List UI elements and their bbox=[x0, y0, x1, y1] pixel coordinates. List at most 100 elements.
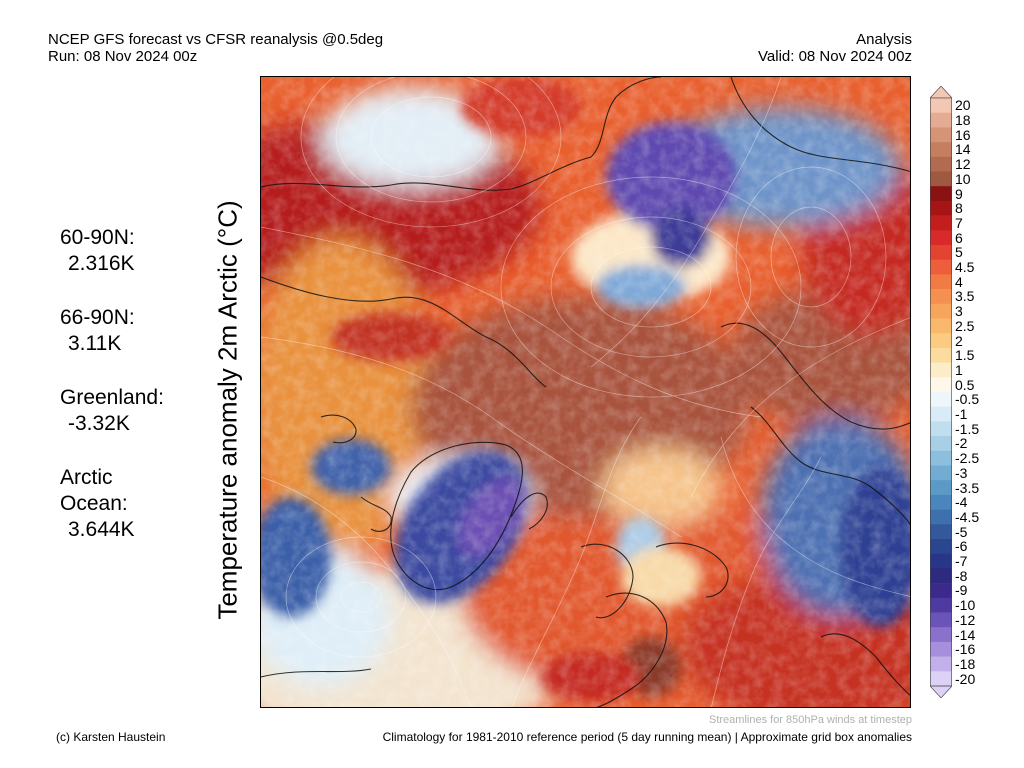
valid-time: Valid: 08 Nov 2024 00z bbox=[758, 48, 912, 65]
colorbar-label: -16 bbox=[955, 641, 976, 658]
stat-label: 60-90N: bbox=[60, 226, 135, 249]
colorbar-swatch bbox=[930, 303, 952, 319]
stat-value: 3.11K bbox=[68, 332, 122, 355]
colorbar-label: 14 bbox=[955, 141, 971, 158]
colorbar-swatch bbox=[930, 553, 952, 569]
stat-value: -3.32K bbox=[68, 412, 130, 435]
stat-66-90n: 66-90N: 3.11K bbox=[60, 305, 200, 357]
colorbar-label: 2.5 bbox=[955, 317, 975, 334]
colorbar-label: 3 bbox=[955, 303, 963, 320]
colorbar-label: 2 bbox=[955, 332, 963, 349]
streamline-note: Streamlines for 850hPa winds at timestep bbox=[709, 714, 912, 726]
stat-label: 66-90N: bbox=[60, 306, 135, 329]
colorbar-swatch bbox=[930, 259, 952, 275]
colorbar-swatch bbox=[930, 421, 952, 437]
colorbar-swatch bbox=[930, 465, 952, 481]
region-stats: 60-90N: 2.316K 66-90N: 3.11K Greenland: … bbox=[60, 225, 200, 571]
colorbar-swatch bbox=[930, 215, 952, 231]
stat-value: 2.316K bbox=[68, 252, 135, 275]
colorbar-swatch bbox=[930, 127, 952, 143]
stat-label: Greenland: bbox=[60, 386, 164, 409]
colorbar-swatch bbox=[930, 274, 952, 290]
colorbar-swatch bbox=[930, 480, 952, 496]
colorbar bbox=[930, 86, 952, 698]
colorbar-swatch bbox=[930, 524, 952, 540]
colorbar-swatch bbox=[930, 230, 952, 246]
colorbar-swatch bbox=[930, 186, 952, 202]
colorbar-swatch bbox=[930, 377, 952, 393]
coastlines bbox=[261, 77, 910, 707]
colorbar-min-arrow bbox=[930, 685, 952, 698]
colorbar-label: 20 bbox=[955, 97, 971, 114]
run-time: Run: 08 Nov 2024 00z bbox=[48, 48, 198, 65]
colorbar-label: 12 bbox=[955, 156, 971, 173]
colorbar-swatch bbox=[930, 406, 952, 422]
colorbar-swatch bbox=[930, 142, 952, 158]
colorbar-label: -4 bbox=[955, 494, 968, 511]
colorbar-label: 5 bbox=[955, 244, 963, 261]
colorbar-swatch bbox=[930, 98, 952, 113]
colorbar-swatch bbox=[930, 494, 952, 510]
chart-title: NCEP GFS forecast vs CFSR reanalysis @0.… bbox=[48, 31, 384, 48]
header-right: Analysis Valid: 08 Nov 2024 00z bbox=[758, 31, 912, 65]
colorbar-swatch bbox=[930, 627, 952, 643]
colorbar-label: 6 bbox=[955, 229, 963, 246]
colorbar-max-arrow bbox=[930, 86, 952, 99]
colorbar-swatch bbox=[930, 392, 952, 407]
colorbar-swatch bbox=[930, 436, 952, 452]
colorbar-swatch bbox=[930, 450, 952, 466]
colorbar-label: 10 bbox=[955, 170, 971, 187]
colorbar-label: 1 bbox=[955, 361, 963, 378]
colorbar-swatch bbox=[930, 156, 952, 172]
colorbar-swatch bbox=[930, 347, 952, 363]
colorbar-swatch bbox=[930, 583, 952, 599]
vertical-title: Temperature anomaly 2m Arctic (°C) bbox=[212, 200, 243, 620]
colorbar-label: 4.5 bbox=[955, 259, 975, 276]
colorbar-swatch bbox=[930, 568, 952, 584]
colorbar-frame bbox=[930, 97, 952, 687]
map-canvas bbox=[261, 77, 910, 707]
colorbar-label: 9 bbox=[955, 185, 963, 202]
colorbar-label: 7 bbox=[955, 214, 963, 231]
colorbar-label: -9 bbox=[955, 582, 968, 599]
colorbar-label: -20 bbox=[955, 670, 976, 687]
colorbar-swatch bbox=[930, 539, 952, 554]
colorbar-label: -12 bbox=[955, 611, 976, 628]
colorbar-label: 3.5 bbox=[955, 288, 975, 305]
colorbar-swatch bbox=[930, 333, 952, 349]
colorbar-label: -0.5 bbox=[955, 391, 980, 408]
header-left: NCEP GFS forecast vs CFSR reanalysis @0.… bbox=[48, 31, 383, 65]
colorbar-swatch bbox=[930, 200, 952, 216]
colorbar-label: -14 bbox=[955, 626, 976, 643]
stat-60-90n: 60-90N: 2.316K bbox=[60, 225, 200, 277]
colorbar-label: -7 bbox=[955, 553, 968, 570]
wind-streamlines bbox=[261, 77, 910, 707]
colorbar-swatch bbox=[930, 245, 952, 260]
colorbar-label: -6 bbox=[955, 538, 968, 555]
anomaly-field bbox=[261, 77, 910, 707]
colorbar-label: -18 bbox=[955, 655, 976, 672]
colorbar-swatch bbox=[930, 112, 952, 128]
colorbar-swatch bbox=[930, 171, 952, 187]
colorbar-label: -4.5 bbox=[955, 508, 980, 525]
colorbar-label: 4 bbox=[955, 273, 963, 290]
colorbar-label: -3 bbox=[955, 464, 968, 481]
colorbar-label: -5 bbox=[955, 523, 968, 540]
copyright: (c) Karsten Haustein bbox=[56, 730, 166, 744]
colorbar-label: -1 bbox=[955, 406, 968, 423]
anomaly-map bbox=[260, 76, 911, 708]
colorbar-swatch bbox=[930, 318, 952, 334]
colorbar-label: -10 bbox=[955, 597, 976, 614]
climatology-note: Climatology for 1981-2010 reference peri… bbox=[382, 730, 912, 744]
stat-value: 3.644K bbox=[68, 518, 135, 541]
colorbar-label: 8 bbox=[955, 200, 963, 217]
colorbar-swatch bbox=[930, 597, 952, 613]
colorbar-swatch bbox=[930, 509, 952, 525]
colorbar-label: 1.5 bbox=[955, 347, 975, 364]
colorbar-label: -3.5 bbox=[955, 479, 980, 496]
colorbar-label: 0.5 bbox=[955, 376, 975, 393]
colorbar-label: 18 bbox=[955, 112, 971, 129]
analysis-label: Analysis bbox=[856, 31, 912, 48]
stat-label: Arctic Ocean: bbox=[60, 466, 128, 515]
stat-arctic-ocean: Arctic Ocean: 3.644K bbox=[60, 465, 200, 543]
